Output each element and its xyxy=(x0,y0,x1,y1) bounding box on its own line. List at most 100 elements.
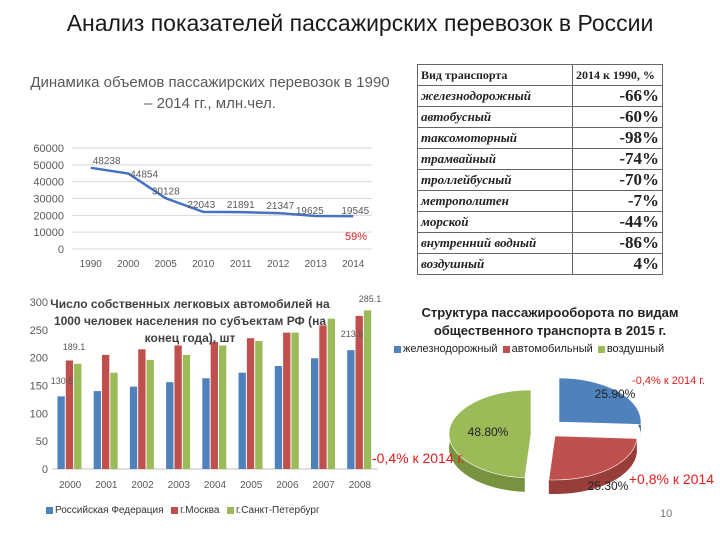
pie-legend-label-auto: автомобильный xyxy=(511,343,593,355)
bar-legend-label-moscow: г.Москва xyxy=(180,505,220,516)
line-y-tick-label: 20000 xyxy=(33,210,64,222)
line-data-label: 21347 xyxy=(266,201,294,212)
page-number: 10 xyxy=(660,508,673,520)
bar-russia xyxy=(166,382,174,469)
bar-x-tick-label: 2007 xyxy=(313,480,336,491)
table-row: автобусный -60% xyxy=(417,106,663,128)
bar-russia xyxy=(202,378,210,469)
bar-moscow xyxy=(101,354,110,469)
bar-moscow xyxy=(174,345,182,469)
line-y-tick-label: 40000 xyxy=(33,177,64,189)
table-row: воздушный 4% xyxy=(417,253,663,275)
line-x-tick-label: 2000 xyxy=(117,259,140,270)
pie-legend-swatch-air xyxy=(597,345,605,353)
bar-spb xyxy=(255,340,263,469)
bar-x-tick-label: 2004 xyxy=(204,480,227,491)
table-cell-transport: внутренний водный xyxy=(417,232,573,254)
bar-russia xyxy=(238,372,246,469)
bar-x-tick-label: 2005 xyxy=(240,480,263,491)
table-header-row: Вид транспорта 2014 к 1990, % xyxy=(417,64,663,86)
bar-moscow xyxy=(319,325,327,469)
bar-spb xyxy=(363,310,372,469)
table-cell-transport: воздушный xyxy=(417,253,573,275)
table-cell-transport: метрополитен xyxy=(417,190,573,212)
pie-slice xyxy=(548,435,638,481)
bar-data-label: 213.5 xyxy=(341,329,364,339)
line-data-label: 19625 xyxy=(296,206,324,217)
bar-russia xyxy=(57,396,65,469)
bar-moscow xyxy=(246,338,255,469)
bar-moscow xyxy=(355,315,363,469)
bar-spb xyxy=(291,332,299,469)
line-y-tick-label: 50000 xyxy=(33,160,64,172)
bar-spb xyxy=(218,345,227,469)
table-header-cell: 2014 к 1990, % xyxy=(572,64,663,86)
line-x-tick-label: 2014 xyxy=(342,259,365,270)
table-cell-change: -74% xyxy=(572,148,663,170)
bar-spb xyxy=(74,363,82,469)
bar-x-tick-label: 2008 xyxy=(349,480,372,491)
line-x-tick-label: 2012 xyxy=(267,259,290,270)
line-data-label: 30128 xyxy=(152,186,180,197)
bar-y-tick-label: 250 xyxy=(30,325,48,337)
table-cell-transport: автобусный xyxy=(417,106,573,128)
line-y-tick-label: 10000 xyxy=(33,227,64,239)
line-y-tick-label: 30000 xyxy=(33,194,64,206)
line-x-tick-label: 2011 xyxy=(230,259,252,270)
bar-legend-label-russia: Российская Федерация xyxy=(55,505,164,516)
bar-spb xyxy=(182,354,191,469)
bar-y-tick-label: 200 xyxy=(30,353,48,365)
overlay-note-pie-top: -0,4% к 2014 г. xyxy=(632,375,705,387)
bar-data-label: 130.5 xyxy=(51,376,74,386)
table-row: таксомоторный -98% xyxy=(417,127,663,149)
table-header-cell: Вид транспорта xyxy=(417,64,573,86)
pie-data-label: 25.30% xyxy=(588,479,629,493)
bar-chart-title-line: 1000 человек населения по субъектам РФ (… xyxy=(54,314,326,328)
table-row: внутренний водный -86% xyxy=(417,232,663,254)
bar-spb xyxy=(327,318,335,469)
line-x-tick-label: 2005 xyxy=(155,259,178,270)
bar-y-tick-label: 100 xyxy=(30,408,48,420)
line-x-tick-label: 2013 xyxy=(305,259,328,270)
line-data-label: 19545 xyxy=(341,206,369,217)
transport-change-table: Вид транспорта 2014 к 1990, % железнодорож… xyxy=(417,64,663,275)
pie-slice-side xyxy=(548,438,637,494)
overlay-note-pie-right: +0,8% к 2014 xyxy=(629,471,714,487)
bar-russia xyxy=(129,386,138,469)
line-y-tick-label: 0 xyxy=(58,244,64,256)
page-title: Анализ показателей пассажирских перевозо… xyxy=(66,10,654,36)
bar-y-tick-label: 0 xyxy=(42,464,48,476)
pie-legend-label-rail: железнодорожный xyxy=(403,343,498,355)
bar-legend-swatch-moscow xyxy=(171,506,179,514)
bar-moscow xyxy=(138,349,146,469)
bar-data-label: 285.1 xyxy=(359,294,382,304)
bar-moscow xyxy=(283,332,291,469)
pie-legend: железнодорожный автомобильный воздушный xyxy=(392,343,664,355)
table-cell-transport: трамвайный xyxy=(417,148,573,170)
line-data-label: 22043 xyxy=(187,200,215,211)
line-series xyxy=(90,166,354,218)
table-cell-change: -60% xyxy=(572,106,663,128)
bar-y-tick-label: 150 xyxy=(30,381,48,393)
bar-data-label: 189.1 xyxy=(63,342,86,352)
bar-russia xyxy=(347,350,355,469)
line-data-label: 48238 xyxy=(93,156,121,167)
table-row: троллейбусный -70% xyxy=(417,169,663,191)
line-y-tick-label: 60000 xyxy=(33,143,64,155)
bar-x-tick-label: 2001 xyxy=(95,480,118,491)
pie-chart-title: Структура пассажирооборота по видам обще… xyxy=(421,305,679,338)
bar-legend-label-spb: г.Санкт-Петербург xyxy=(236,505,320,516)
line-chart-title: Динамика объемов пассажирских перевозок … xyxy=(30,74,390,112)
line-x-tick-label: 1990 xyxy=(80,259,103,270)
pie-data-label: 48.80% xyxy=(468,425,509,439)
bar-russia xyxy=(274,366,283,469)
bar-y-tick-label: 300 xyxy=(30,297,48,309)
line-annotation: 59% xyxy=(345,231,367,243)
overlay-note-2014: -0,4% к 2014 г. xyxy=(372,450,465,466)
line-x-tick-label: 2010 xyxy=(192,259,215,270)
bar-moscow xyxy=(210,342,218,469)
table-cell-transport: троллейбусный xyxy=(417,169,573,191)
